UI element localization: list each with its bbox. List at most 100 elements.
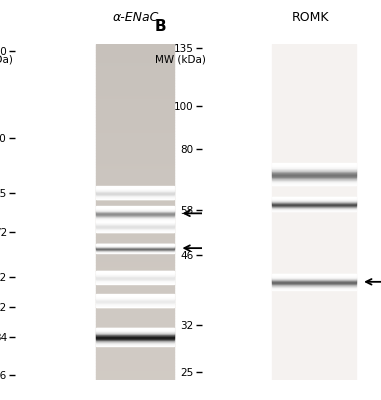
Bar (96, 106, 174, 108)
Bar (96, 297, 174, 298)
Bar (272, 169, 356, 170)
Bar (96, 360, 174, 363)
Bar (96, 296, 174, 299)
Bar (272, 197, 356, 198)
Bar (96, 377, 174, 380)
Bar (96, 298, 174, 299)
Bar (96, 271, 174, 274)
Bar (96, 288, 174, 290)
Bar (96, 58, 174, 61)
Bar (96, 206, 174, 207)
Bar (96, 44, 174, 47)
Bar (96, 336, 174, 337)
Bar (96, 94, 174, 97)
Bar (96, 299, 174, 302)
Bar (96, 273, 174, 274)
Bar (272, 165, 356, 166)
Bar (272, 174, 356, 175)
Bar (96, 206, 174, 209)
Bar (96, 125, 174, 128)
Bar (96, 243, 174, 246)
Bar (96, 114, 174, 117)
Bar (272, 166, 356, 167)
Bar (96, 301, 174, 302)
Bar (96, 296, 174, 297)
Bar (96, 299, 174, 300)
Bar (96, 204, 174, 206)
Bar (96, 305, 174, 306)
Bar (272, 276, 356, 277)
Bar (96, 318, 174, 321)
Bar (272, 206, 356, 207)
Text: MW (kDa): MW (kDa) (155, 54, 206, 64)
Bar (96, 265, 174, 268)
Bar (272, 279, 356, 280)
Bar (272, 281, 356, 282)
Bar (96, 290, 174, 293)
Text: α-ENaC: α-ENaC (113, 11, 159, 24)
Bar (272, 164, 356, 165)
Bar (96, 332, 174, 333)
Bar (96, 218, 174, 219)
Bar (96, 226, 174, 227)
Bar (272, 210, 356, 211)
Bar (96, 167, 174, 170)
Bar (96, 181, 174, 184)
Bar (272, 178, 356, 179)
Bar (96, 184, 174, 187)
Bar (96, 295, 174, 296)
Bar (96, 122, 174, 125)
Bar (96, 240, 174, 243)
Bar (272, 285, 356, 286)
Bar (96, 50, 174, 52)
Bar (96, 342, 174, 343)
Bar (96, 52, 174, 55)
Bar (96, 369, 174, 372)
Bar (96, 195, 174, 198)
Bar (96, 170, 174, 173)
Bar (96, 349, 174, 352)
Bar (96, 363, 174, 366)
Bar (96, 103, 174, 106)
Bar (96, 120, 174, 122)
Bar (96, 328, 174, 329)
Bar (96, 276, 174, 277)
Bar (96, 330, 174, 332)
Bar (272, 180, 356, 181)
Text: B: B (155, 19, 166, 34)
Bar (96, 198, 174, 199)
Bar (96, 64, 174, 66)
Bar (96, 159, 174, 162)
Bar (96, 211, 174, 212)
Bar (96, 55, 174, 58)
Bar (96, 189, 174, 190)
Bar (96, 330, 174, 331)
Bar (96, 346, 174, 349)
Bar (96, 275, 174, 276)
Bar (272, 172, 356, 173)
Bar (96, 220, 174, 223)
Bar (96, 229, 174, 232)
Bar (272, 176, 356, 177)
Bar (96, 303, 174, 304)
Bar (96, 215, 174, 216)
Bar (96, 227, 174, 228)
Bar (96, 196, 174, 197)
Bar (272, 167, 356, 168)
Bar (96, 156, 174, 159)
Bar (96, 201, 174, 204)
Bar (96, 111, 174, 114)
Bar (96, 274, 174, 275)
Bar (96, 80, 174, 83)
Bar (96, 225, 174, 226)
Bar (96, 208, 174, 209)
Bar (96, 358, 174, 360)
Bar (272, 184, 356, 185)
Bar (96, 333, 174, 334)
Bar (96, 193, 174, 194)
Bar (96, 231, 174, 232)
Bar (96, 340, 174, 341)
Bar (96, 237, 174, 240)
Bar (272, 278, 356, 279)
Bar (96, 310, 174, 313)
